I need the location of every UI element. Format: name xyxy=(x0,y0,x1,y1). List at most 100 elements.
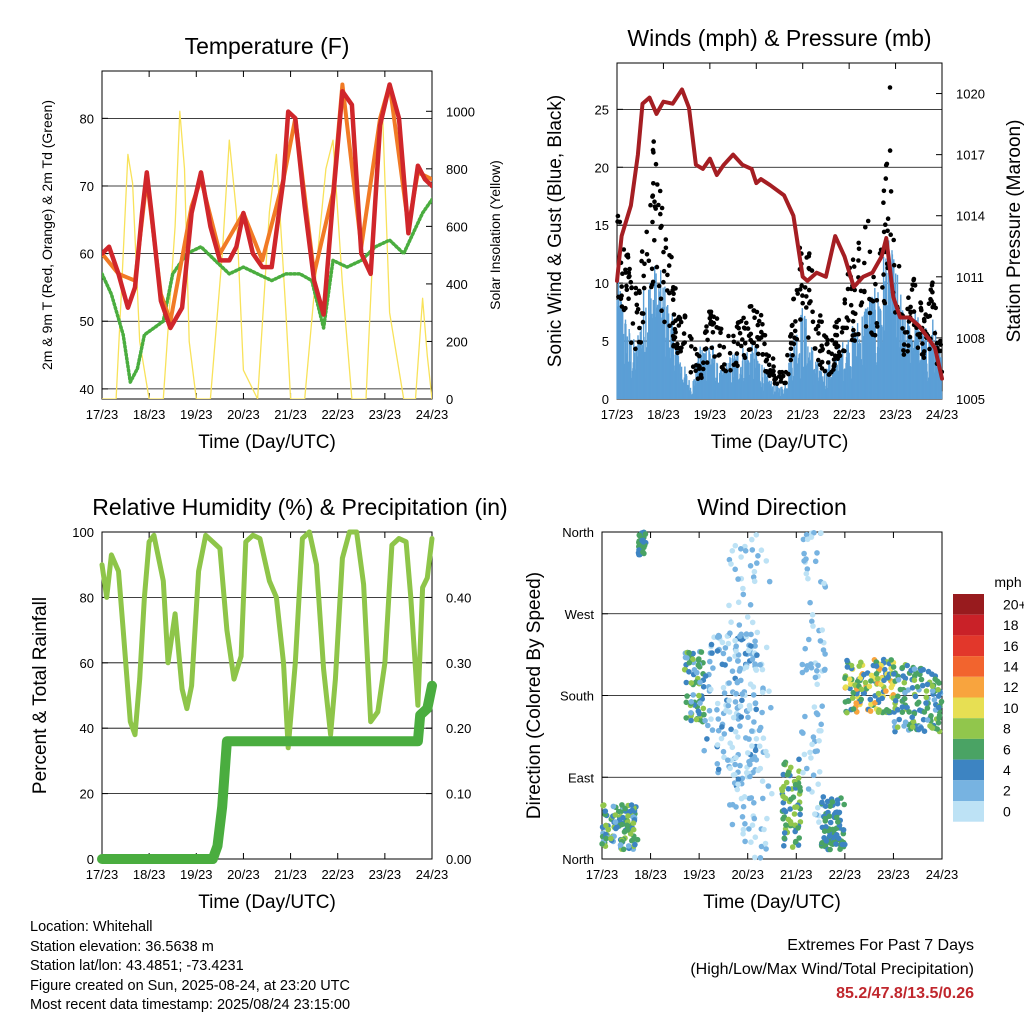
gust-point xyxy=(701,360,706,366)
direction-point xyxy=(686,650,692,656)
gust-point xyxy=(755,335,760,340)
direction-point xyxy=(809,612,816,618)
y2-tick-label: 600 xyxy=(446,219,468,234)
direction-point xyxy=(737,703,744,709)
wind-bar xyxy=(841,361,843,399)
wind-bar xyxy=(921,333,923,399)
direction-point xyxy=(735,652,742,658)
gust-point xyxy=(671,285,676,290)
direction-point xyxy=(810,772,817,778)
direction-point xyxy=(749,743,755,749)
direction-point xyxy=(789,844,796,850)
y-tick-label: 100 xyxy=(72,525,94,540)
gust-point xyxy=(907,334,913,340)
direction-point xyxy=(720,684,727,691)
y-tick-label: North xyxy=(562,852,594,867)
direction-point xyxy=(715,716,722,722)
direction-point xyxy=(683,679,690,686)
x-tick-label: 18/23 xyxy=(133,407,166,422)
direction-point xyxy=(751,578,758,585)
direction-point xyxy=(816,738,822,744)
gust-point xyxy=(633,291,639,296)
gust-point xyxy=(919,307,924,313)
gust-point xyxy=(721,344,727,350)
direction-point xyxy=(721,690,728,696)
direction-point xyxy=(753,757,760,763)
gust-point xyxy=(682,315,688,320)
direction-point xyxy=(715,727,722,734)
y2-tick-label: 0.20 xyxy=(446,721,471,736)
gust-point xyxy=(778,376,784,381)
gust-point xyxy=(675,341,680,347)
gust-point xyxy=(880,285,885,290)
gust-point xyxy=(653,206,658,211)
gust-point xyxy=(766,362,772,368)
wind-bar xyxy=(664,286,666,399)
gust-point xyxy=(863,224,868,230)
direction-point xyxy=(705,722,711,729)
direction-point xyxy=(931,697,938,703)
x-axis-label: Time (Day/UTC) xyxy=(198,892,336,913)
gust-point xyxy=(626,296,631,302)
y-axis-label: Percent & Total Rainfall xyxy=(30,597,51,794)
gust-point xyxy=(714,316,720,321)
legend-label: 20+ xyxy=(1003,596,1024,612)
direction-point xyxy=(733,804,739,810)
gust-point xyxy=(741,315,746,321)
speed-color-legend: mph 20+ 18 16 14 12 10 8 6 4 2 0 xyxy=(953,574,1024,822)
gust-point xyxy=(885,228,890,234)
gust-point xyxy=(818,313,823,318)
gust-point xyxy=(930,304,935,310)
wind-bar xyxy=(719,372,721,399)
gust-point xyxy=(705,337,710,343)
x-tick-label: 23/23 xyxy=(879,407,912,422)
direction-point xyxy=(901,695,908,702)
y-axis-label: Sonic Wind & Gust (Blue, Black) xyxy=(545,95,566,367)
y-tick-label: 15 xyxy=(595,218,609,233)
gust-point xyxy=(661,268,667,274)
gust-point xyxy=(772,377,777,383)
wind-bar xyxy=(820,372,823,399)
direction-point xyxy=(797,784,803,791)
gust-point xyxy=(754,343,760,349)
gust-point xyxy=(806,265,812,271)
direction-point xyxy=(811,704,818,710)
direction-point xyxy=(920,666,926,673)
gust-point xyxy=(620,271,625,277)
gust-point xyxy=(748,304,754,309)
direction-point xyxy=(822,803,829,809)
direction-point xyxy=(715,766,722,773)
wind-bar xyxy=(771,386,774,399)
direction-point xyxy=(743,664,750,670)
gust-point xyxy=(938,348,943,354)
gust-point xyxy=(822,368,828,374)
direction-point xyxy=(883,707,890,713)
chart-title: Temperature (F) xyxy=(185,33,350,59)
direction-point xyxy=(752,661,758,667)
legend-label: 14 xyxy=(1003,659,1019,675)
station-info: Location: Whitehall Station elevation: 3… xyxy=(30,918,350,1016)
direction-point xyxy=(727,802,733,808)
wind-bar xyxy=(673,365,675,399)
y-tick-label: 80 xyxy=(80,590,94,605)
gust-point xyxy=(644,252,650,257)
direction-point xyxy=(812,674,819,681)
gust-point xyxy=(619,284,624,289)
direction-point xyxy=(708,686,714,693)
direction-point xyxy=(726,656,733,662)
direction-point xyxy=(737,633,743,639)
direction-point xyxy=(735,776,742,782)
direction-point xyxy=(822,666,828,673)
gust-point xyxy=(700,366,706,372)
gust-point xyxy=(938,342,943,347)
wind-bar xyxy=(870,300,872,399)
gust-point xyxy=(807,251,812,256)
direction-point xyxy=(801,751,808,758)
direction-point xyxy=(693,716,700,723)
gust-point xyxy=(911,277,916,283)
x-tick-label: 19/23 xyxy=(683,867,716,882)
gust-point xyxy=(692,346,698,352)
direction-point xyxy=(921,728,928,734)
gust-point xyxy=(670,333,676,339)
wind-bar xyxy=(905,349,907,399)
